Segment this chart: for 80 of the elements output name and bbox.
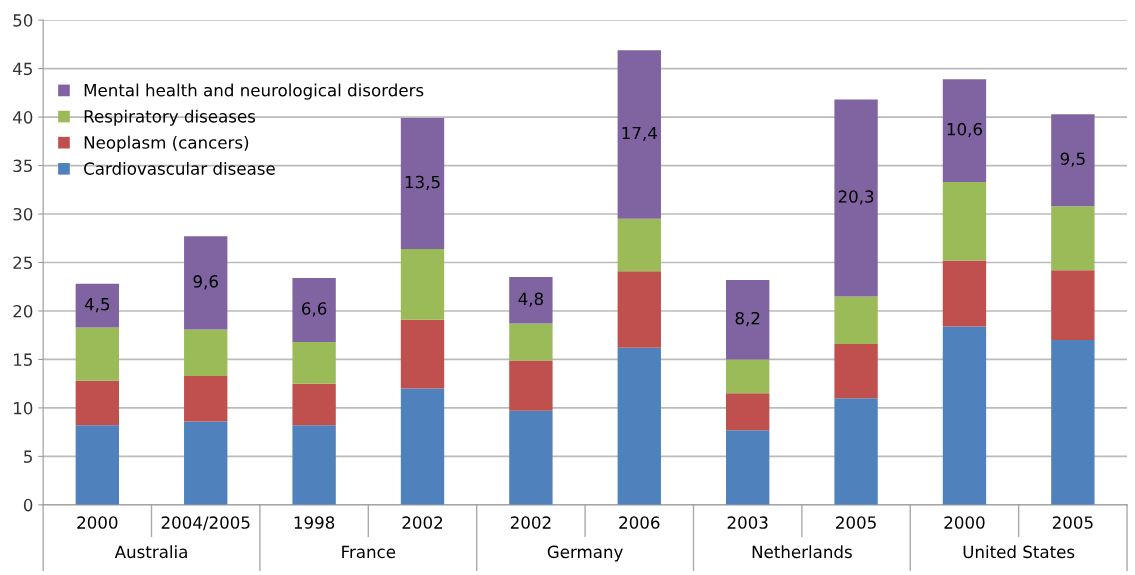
bar <box>400 248 445 320</box>
bar <box>509 323 553 361</box>
data-label: 4,8 <box>518 292 544 307</box>
bar <box>942 260 987 327</box>
bar <box>292 278 336 342</box>
y-tick-label: 45 <box>13 62 32 76</box>
x-tick-label: 2004/2005 <box>161 516 250 531</box>
legend-label: Respiratory diseases <box>84 109 256 126</box>
bar <box>617 218 661 272</box>
bar <box>184 329 228 376</box>
x-tick-label: 2006 <box>619 516 660 529</box>
bar <box>292 341 336 384</box>
bar <box>184 236 228 330</box>
x-tick-label: 2002 <box>402 516 443 529</box>
x-tick-label: 1998 <box>294 516 335 529</box>
bar <box>184 375 228 422</box>
data-label: 4,5 <box>84 298 110 313</box>
bar <box>75 327 119 381</box>
bar <box>1051 270 1095 341</box>
bar <box>1051 340 1095 505</box>
data-label: 9,5 <box>1060 152 1085 167</box>
bar <box>400 118 445 249</box>
y-tick-label: 0 <box>23 498 33 512</box>
y-tick-label: 40 <box>13 111 33 124</box>
bar <box>509 277 553 324</box>
bar <box>834 343 878 399</box>
y-tick-label: 35 <box>13 159 32 173</box>
bar <box>617 271 661 348</box>
bar <box>726 359 770 394</box>
bar <box>400 388 445 505</box>
bar <box>509 410 553 505</box>
text: Netherlands <box>752 545 852 559</box>
bar <box>1051 206 1095 271</box>
y-tick-label: 30 <box>13 207 33 221</box>
x-tick-label: 2000 <box>944 516 985 529</box>
bar <box>942 182 987 261</box>
y-tick-label: 50 <box>13 14 33 27</box>
data-label: 8,2 <box>735 311 760 327</box>
x-tick-label: 2005 <box>1052 516 1093 529</box>
x-tick-label: 2002 <box>510 516 551 529</box>
bar <box>1051 114 1095 207</box>
bar <box>184 421 228 505</box>
y-tick-label: 15 <box>14 353 32 366</box>
bar <box>292 425 336 505</box>
bar <box>834 398 878 505</box>
x-tick-label: 2003 <box>727 516 768 529</box>
text: Australia <box>114 545 187 559</box>
bar <box>75 380 119 426</box>
bar <box>75 425 119 505</box>
bar <box>75 283 119 328</box>
data-label: 6,6 <box>302 302 327 317</box>
text: France <box>342 545 396 559</box>
text: Germany <box>547 545 623 562</box>
bar <box>834 296 878 344</box>
bar <box>726 393 770 431</box>
bar <box>400 319 445 389</box>
bar <box>509 360 553 411</box>
legend-label: Cardiovascular disease <box>84 161 275 175</box>
data-label: 13,5 <box>405 175 440 191</box>
bar <box>942 326 987 505</box>
data-label: 20,3 <box>838 190 874 205</box>
data-label: 17,4 <box>622 126 657 142</box>
bar <box>726 430 770 505</box>
y-tick-label: 25 <box>13 256 32 270</box>
bar <box>726 279 770 360</box>
legend-label: Neoplasm (cancers) <box>84 135 249 152</box>
data-label: 10,6 <box>947 122 982 138</box>
x-tick-label: 2005 <box>836 516 876 529</box>
bar <box>617 347 661 505</box>
y-tick-label: 5 <box>24 450 32 463</box>
bar <box>942 79 987 183</box>
x-tick-label: 2000 <box>77 516 118 529</box>
bar <box>834 99 878 297</box>
text: United States <box>963 545 1075 559</box>
data-label: 9,6 <box>193 275 218 290</box>
legend-label: Mental health and neurological disorders <box>84 83 424 100</box>
bar <box>292 383 336 426</box>
y-tick-label: 10 <box>14 401 33 415</box>
bar <box>617 50 661 219</box>
y-tick-label: 20 <box>13 304 33 318</box>
